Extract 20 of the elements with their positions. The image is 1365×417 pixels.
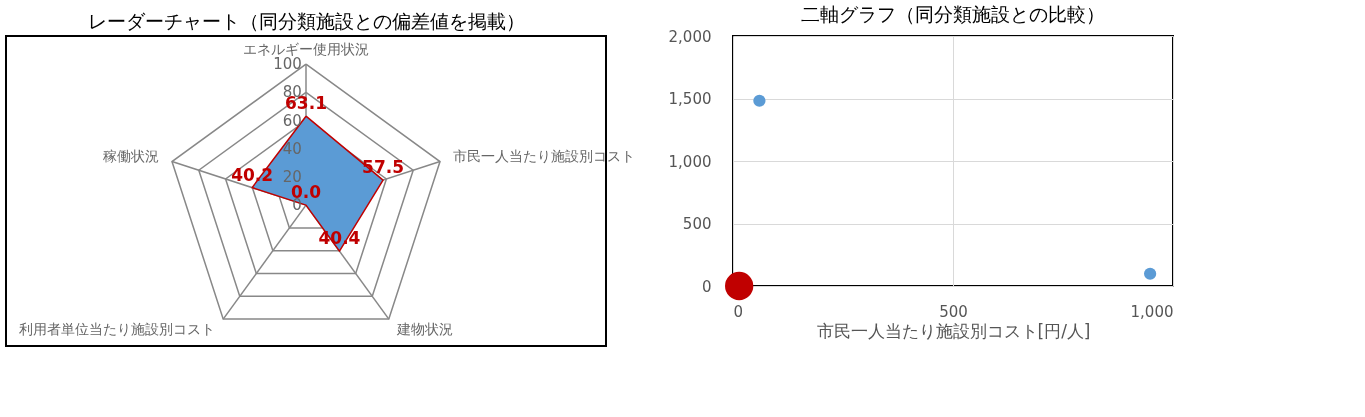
y-tick-label: 20 — [282, 167, 302, 186]
x-tick-label: 0 — [733, 302, 744, 321]
spoke-label: 市民一人当たり施設別コスト — [453, 148, 636, 165]
y-tick-label: 100 — [273, 55, 302, 74]
chart-title: レーダーチャート（同分類施設との偏差値を掲載） — [87, 10, 525, 32]
spoke-label: 建物状況 — [396, 321, 454, 338]
spoke-label: 利用者単位当たり施設別コスト — [18, 321, 215, 338]
y-tick-label: 1,000 — [668, 152, 712, 171]
y-tick-label: 1,500 — [668, 90, 712, 108]
spoke-label: エネルギー使用状況 — [243, 41, 369, 58]
x-axis-title: 市民一人当たり施設別コスト[円/人] — [816, 320, 1091, 341]
y-tick-label: 60 — [282, 111, 302, 130]
x-tick-label: 500 — [939, 302, 968, 321]
y-tick-label: 40 — [282, 139, 302, 158]
y-tick-label: 500 — [682, 215, 712, 233]
y-tick-label: 2,000 — [668, 27, 712, 46]
chart-title: 二軸グラフ（同分類施設との比較） — [801, 3, 1105, 25]
x-tick-label: 1,000 — [1130, 302, 1174, 321]
spoke-label: 稼働状況 — [102, 148, 159, 165]
y-tick-label: 0 — [701, 277, 712, 296]
